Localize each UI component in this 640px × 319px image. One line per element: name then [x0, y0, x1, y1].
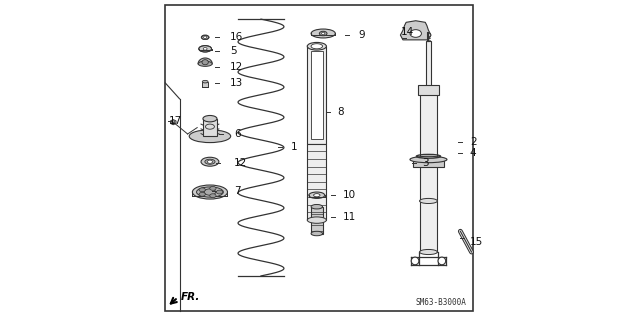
- Text: 9: 9: [358, 30, 365, 40]
- Ellipse shape: [199, 192, 205, 196]
- Ellipse shape: [438, 257, 445, 265]
- Text: 3: 3: [422, 158, 429, 168]
- Ellipse shape: [307, 42, 326, 50]
- Text: 6: 6: [234, 129, 241, 139]
- Text: 12: 12: [230, 62, 243, 72]
- Ellipse shape: [189, 130, 230, 143]
- Ellipse shape: [172, 121, 175, 123]
- Text: SM63-B3000A: SM63-B3000A: [416, 298, 467, 307]
- Polygon shape: [202, 35, 209, 39]
- Text: FR.: FR.: [181, 292, 200, 302]
- Ellipse shape: [204, 189, 216, 195]
- Text: 11: 11: [343, 212, 356, 222]
- Ellipse shape: [412, 257, 419, 265]
- Bar: [426, 41, 431, 89]
- Ellipse shape: [210, 194, 216, 197]
- Ellipse shape: [210, 187, 216, 190]
- Ellipse shape: [410, 30, 422, 37]
- Ellipse shape: [307, 217, 326, 223]
- Ellipse shape: [311, 44, 323, 49]
- Ellipse shape: [199, 188, 205, 192]
- Text: 15: 15: [470, 237, 483, 248]
- Ellipse shape: [193, 185, 227, 199]
- Ellipse shape: [199, 46, 212, 52]
- Ellipse shape: [309, 192, 324, 198]
- Ellipse shape: [202, 35, 209, 40]
- Ellipse shape: [311, 29, 335, 38]
- Ellipse shape: [207, 160, 212, 163]
- Ellipse shape: [196, 187, 223, 197]
- Text: 12: 12: [234, 158, 247, 168]
- Bar: [311, 207, 323, 234]
- Ellipse shape: [314, 194, 320, 197]
- Ellipse shape: [311, 231, 323, 236]
- Bar: [307, 144, 326, 220]
- Polygon shape: [170, 120, 176, 125]
- Text: 4: 4: [470, 148, 477, 158]
- Ellipse shape: [202, 60, 209, 65]
- Text: 1: 1: [291, 142, 298, 152]
- Text: 5: 5: [230, 46, 237, 56]
- Bar: [420, 90, 437, 201]
- Ellipse shape: [420, 87, 437, 93]
- Polygon shape: [198, 58, 212, 64]
- Bar: [413, 158, 444, 167]
- Ellipse shape: [204, 48, 207, 50]
- Text: 8: 8: [337, 107, 344, 117]
- Ellipse shape: [203, 115, 217, 122]
- Bar: [311, 51, 323, 139]
- Ellipse shape: [420, 249, 437, 255]
- Ellipse shape: [205, 159, 215, 164]
- Text: 10: 10: [343, 189, 356, 200]
- Text: 7: 7: [234, 186, 241, 197]
- Ellipse shape: [311, 204, 323, 209]
- Text: 14: 14: [401, 27, 414, 37]
- Ellipse shape: [198, 61, 212, 66]
- Text: 17: 17: [168, 116, 182, 126]
- Ellipse shape: [201, 157, 219, 166]
- Bar: [420, 201, 437, 252]
- Ellipse shape: [319, 31, 327, 36]
- Text: 2: 2: [470, 137, 477, 147]
- Ellipse shape: [216, 190, 223, 194]
- Text: 16: 16: [230, 32, 243, 42]
- Ellipse shape: [321, 32, 324, 35]
- Bar: [307, 46, 326, 144]
- Text: 13: 13: [230, 78, 243, 88]
- Ellipse shape: [420, 198, 437, 204]
- Bar: [202, 82, 208, 87]
- Polygon shape: [401, 21, 431, 40]
- Bar: [203, 119, 217, 136]
- Ellipse shape: [410, 156, 447, 163]
- Ellipse shape: [202, 80, 208, 83]
- Ellipse shape: [204, 36, 207, 39]
- Bar: [418, 85, 439, 95]
